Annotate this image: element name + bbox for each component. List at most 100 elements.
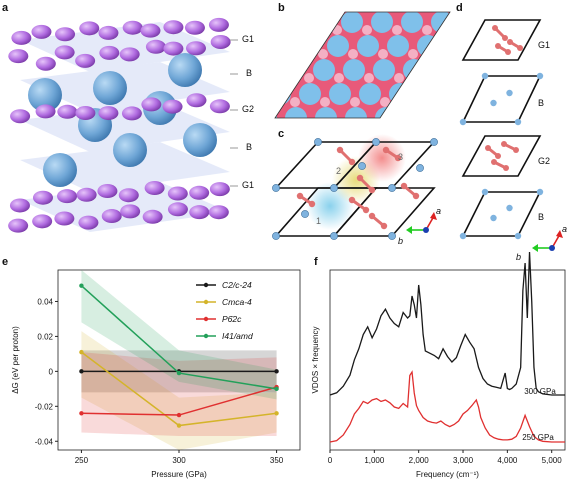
purple-molecule — [75, 106, 96, 121]
blue-cluster — [78, 108, 112, 142]
density-blob-minor — [440, 97, 450, 107]
panel-c-axis-a-label: a — [436, 206, 442, 216]
density-blob — [311, 12, 333, 33]
h-atom — [491, 159, 497, 165]
purple-molecule — [167, 202, 188, 217]
h2-bond — [299, 194, 313, 206]
annotation-250gpa: 250 GPa — [522, 433, 554, 442]
annotation-300gpa: 300 GPa — [524, 387, 556, 396]
density-blob — [419, 83, 441, 105]
data-point — [274, 411, 279, 416]
data-point — [79, 411, 84, 416]
layer-atom — [536, 188, 544, 196]
density-blob — [403, 59, 425, 81]
h2-bond — [493, 26, 507, 40]
legend-marker — [203, 299, 209, 305]
density-blob — [373, 59, 395, 81]
x-tick-label: 0 — [328, 456, 333, 465]
data-point — [176, 369, 182, 374]
panel-letter-e: e — [2, 256, 9, 268]
layer-ticks — [230, 39, 238, 187]
data-point — [176, 370, 182, 376]
h-atom — [485, 145, 491, 151]
purple-molecule — [75, 53, 96, 68]
x-tick-label: 350 — [270, 456, 284, 465]
h-atom — [362, 206, 370, 214]
h-atom — [502, 35, 508, 41]
data-point — [79, 369, 84, 374]
h-atom — [382, 146, 390, 154]
h-atom — [308, 200, 316, 208]
layer-atom — [506, 89, 513, 97]
h2-bond — [403, 184, 417, 198]
h-atom — [380, 222, 388, 230]
purple-molecule — [99, 45, 120, 60]
purple-molecule — [140, 23, 161, 38]
purple-molecule — [122, 20, 143, 35]
density-blob-minor — [362, 25, 372, 35]
purple-molecule — [163, 41, 184, 56]
purple-molecule — [35, 104, 56, 119]
layer-planes — [20, 22, 230, 232]
panel-c-axis-b-label: b — [398, 236, 404, 246]
density-blob-minor — [306, 121, 316, 131]
density-blob — [357, 35, 379, 57]
layer-atom — [481, 188, 489, 196]
panel-letter-f: f — [314, 256, 318, 268]
h2-bond — [351, 198, 367, 212]
density-blob-minor — [426, 121, 436, 131]
purple-molecule — [32, 190, 53, 205]
density-blob — [359, 83, 381, 105]
purple-molecule — [54, 211, 75, 226]
legend-label: I41/amd — [222, 331, 253, 341]
data-point — [274, 386, 279, 392]
x-tick-label: 3,000 — [453, 456, 474, 465]
density-blob — [327, 35, 349, 57]
lattice-atom — [301, 210, 309, 218]
lattice-atom — [314, 138, 322, 146]
density-blob-minor — [260, 97, 270, 107]
h-atom — [412, 192, 420, 200]
purple-molecule — [144, 181, 165, 196]
x-tick-label: 4,000 — [497, 456, 518, 465]
h-atom — [503, 165, 509, 171]
lattice-atom — [430, 138, 438, 146]
panel-d-label-g1: G1 — [538, 40, 551, 50]
layer-atom — [514, 232, 522, 240]
purple-molecule — [101, 209, 122, 224]
density-blob — [275, 35, 289, 57]
lattice-atom — [330, 184, 338, 192]
y-tick-label: 0.04 — [37, 297, 53, 306]
panel-d-axes — [532, 230, 563, 252]
confidence-band — [81, 352, 277, 437]
purple-molecule — [98, 106, 119, 121]
density-blob-minor — [410, 97, 420, 107]
purple-molecule — [186, 93, 207, 108]
density-blob — [405, 107, 427, 118]
purple-molecule — [185, 41, 206, 56]
purple-molecule — [145, 39, 166, 54]
blue-cluster — [43, 153, 77, 187]
y-tick-label: 0 — [49, 367, 54, 376]
density-blob-minor — [422, 25, 432, 35]
blue-cluster — [183, 123, 217, 157]
purple-molecule — [184, 20, 205, 35]
density-blob-minor — [394, 73, 404, 83]
data-point — [176, 423, 182, 428]
purple-molecule — [76, 187, 97, 202]
density-blob-minor — [424, 73, 434, 83]
lattice-atom — [272, 232, 280, 240]
layer-atom — [459, 232, 467, 240]
density-blob-minor — [378, 49, 388, 59]
x-axis-label: Frequency (cm⁻¹) — [416, 470, 479, 479]
purple-molecule — [163, 20, 184, 35]
density-blob-minor — [438, 49, 448, 59]
layer-atom — [536, 72, 544, 80]
purple-molecule — [208, 17, 229, 32]
lattice-atom — [272, 184, 280, 192]
blue-cluster — [28, 78, 62, 112]
density-blob-minor — [318, 49, 328, 59]
density-blob-minor — [452, 25, 462, 35]
